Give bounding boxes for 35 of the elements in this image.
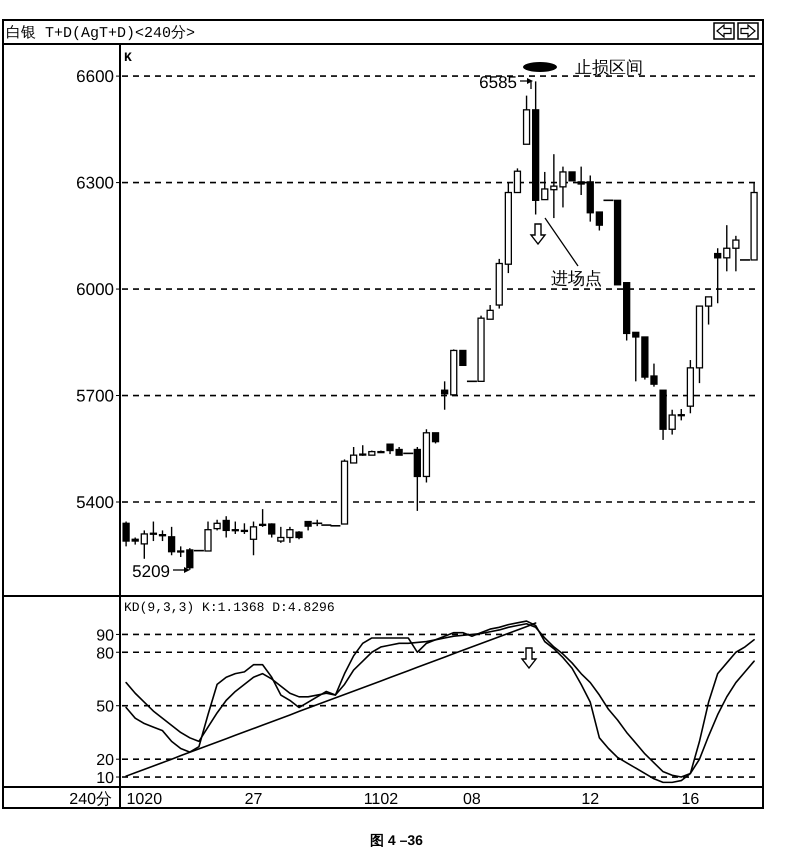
y-tick-label: 5700	[76, 386, 114, 406]
x-tick-label: 27	[244, 791, 263, 808]
y-tick-label: 20	[96, 752, 114, 770]
x-tick-label: 16	[681, 791, 700, 808]
candlestick	[386, 443, 394, 455]
y-tick-label: 6300	[76, 174, 114, 193]
y-tick-label: 10	[96, 770, 114, 788]
annotation: 进场点	[551, 269, 602, 288]
candlestick	[240, 522, 248, 535]
x-tick-label: 1102	[364, 791, 398, 808]
y-tick-label: 80	[96, 645, 114, 662]
chart-title: 白银 T+D(AgT+D)<240分>	[6, 24, 196, 42]
x-tick-label: 08	[463, 791, 481, 808]
x-tick-label: 12	[581, 791, 600, 808]
candlestick	[158, 530, 166, 542]
y-tick-label: 50	[96, 698, 114, 716]
annotation: 5209	[132, 562, 170, 581]
caption: 图 4 –36	[370, 832, 424, 848]
candlestick	[650, 362, 658, 388]
y-tick-label: 6600	[76, 67, 114, 86]
x-axis-title: 240分	[69, 791, 112, 808]
candlestick	[704, 296, 712, 326]
x-tick-label: 1020	[126, 791, 162, 808]
y-tick-label: 5400	[76, 493, 114, 512]
candlestick	[277, 526, 284, 544]
annotation: 止损区间	[575, 58, 643, 77]
y-tick-label: 6000	[76, 280, 114, 300]
candlestick	[486, 304, 494, 320]
chart-title: KD(9,3,3) K:1.1368 D:4.8296	[124, 600, 335, 615]
y-tick-label: 90	[96, 627, 114, 644]
y-axis-title: K	[124, 50, 132, 65]
candlestick	[286, 526, 294, 544]
candlestick	[250, 520, 258, 556]
annotation: 6585	[479, 73, 517, 92]
candlestick	[432, 432, 440, 444]
